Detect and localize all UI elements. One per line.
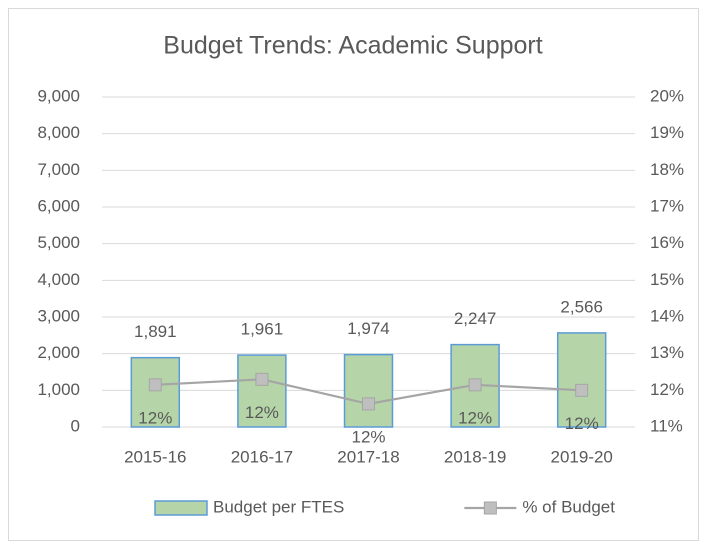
y-tick-label: 1,000 xyxy=(37,380,80,399)
data-label: 12% xyxy=(351,427,385,446)
data-label: 1,974 xyxy=(347,319,390,338)
marker xyxy=(575,383,589,397)
y2-tick-label: 15% xyxy=(650,270,684,289)
data-label: 2,566 xyxy=(560,297,603,316)
y2-tick-label: 14% xyxy=(650,306,684,325)
y2-tick-label: 16% xyxy=(650,233,684,252)
data-label: 12% xyxy=(245,403,279,422)
x-tick-label: 2015-16 xyxy=(124,447,186,466)
legend-label: Budget per FTES xyxy=(213,497,344,516)
data-label: 1,961 xyxy=(241,320,284,339)
y-tick-label: 6,000 xyxy=(37,196,80,215)
legend-swatch xyxy=(154,500,208,516)
y-tick-label: 0 xyxy=(71,416,80,435)
bar xyxy=(343,353,394,428)
data-label: 2,247 xyxy=(454,309,497,328)
x-tick-label: 2017-18 xyxy=(337,447,399,466)
y-tick-label: 7,000 xyxy=(37,160,80,179)
y-tick-label: 3,000 xyxy=(37,306,80,325)
data-label: 1,891 xyxy=(134,322,177,341)
chart-title: Budget Trends: Academic Support xyxy=(163,32,542,60)
marker xyxy=(255,372,269,386)
marker xyxy=(148,378,162,392)
y2-tick-label: 19% xyxy=(650,123,684,142)
data-label: 12% xyxy=(565,414,599,433)
legend-marker xyxy=(483,501,497,515)
y2-tick-label: 20% xyxy=(650,86,684,105)
y-tick-label: 4,000 xyxy=(37,270,80,289)
x-tick-label: 2016-17 xyxy=(231,447,293,466)
y-tick-label: 9,000 xyxy=(37,86,80,105)
bar xyxy=(556,332,607,428)
y2-tick-label: 13% xyxy=(650,343,684,362)
y-tick-label: 8,000 xyxy=(37,123,80,142)
bar xyxy=(237,354,287,428)
data-label: 12% xyxy=(138,408,172,427)
y2-tick-label: 17% xyxy=(650,196,684,215)
bar xyxy=(130,356,181,428)
y-tick-label: 2,000 xyxy=(37,343,80,362)
data-label: 12% xyxy=(458,408,492,427)
marker xyxy=(362,397,375,411)
y-tick-label: 5,000 xyxy=(37,233,80,252)
y2-tick-label: 18% xyxy=(650,160,684,179)
marker xyxy=(468,378,482,392)
y2-tick-label: 12% xyxy=(650,380,684,399)
legend-label: % of Budget xyxy=(522,497,615,516)
x-tick-label: 2018-19 xyxy=(444,447,506,466)
x-tick-label: 2019-20 xyxy=(551,447,613,466)
y2-tick-label: 11% xyxy=(650,416,683,435)
